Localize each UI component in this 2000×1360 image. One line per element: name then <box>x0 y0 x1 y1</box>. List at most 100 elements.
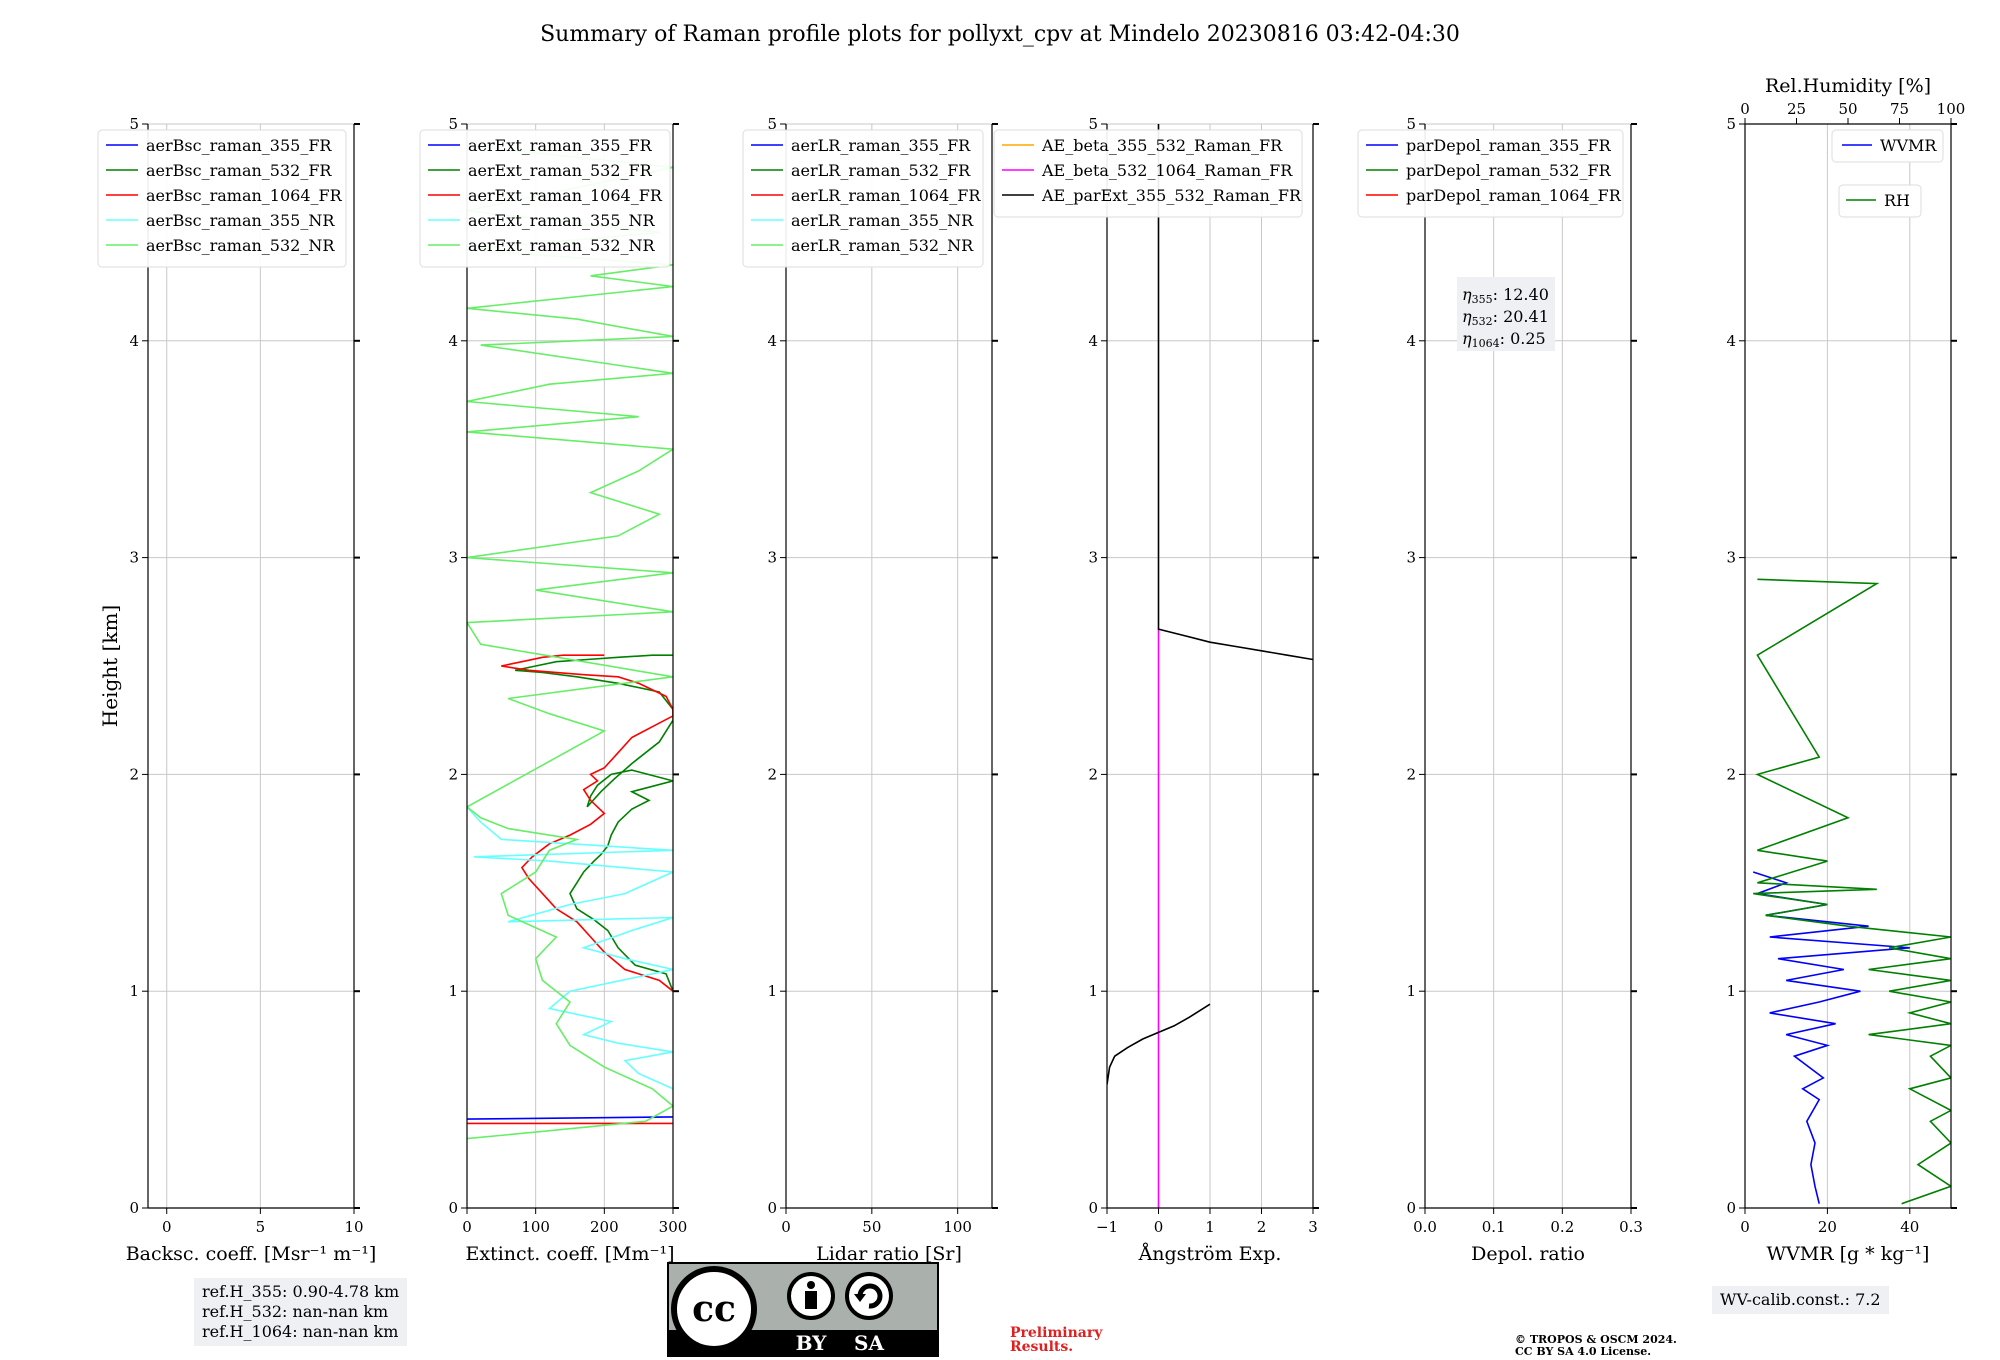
series-RH <box>1753 578 1951 1205</box>
y-tick-label: 0 <box>129 1199 139 1217</box>
y-tick-label: 5 <box>1088 115 1098 133</box>
x-axis-label: Extinct. coeff. [Mm⁻¹] <box>465 1243 674 1265</box>
x-tick-label: 300 <box>659 1218 688 1236</box>
series-aerExt_raman_355_NR <box>467 806 673 1090</box>
x-axis-label: Lidar ratio [Sr] <box>816 1243 962 1265</box>
y-tick-label: 0 <box>1088 1199 1098 1217</box>
legend-label: parDepol_raman_355_FR <box>1406 136 1612 155</box>
y-tick-label: 0 <box>1726 1199 1736 1217</box>
y-tick-label: 5 <box>767 115 777 133</box>
x-tick-label: 5 <box>256 1218 266 1236</box>
series-WVMR <box>1752 871 1910 1204</box>
legend-label: aerBsc_raman_355_FR <box>146 136 332 155</box>
y-tick-label: 2 <box>129 765 139 783</box>
legend: AE_beta_355_532_Raman_FR AE_beta_532_1064… <box>993 129 1303 218</box>
wv-calib-box: WV-calib.const.: 7.2 <box>1712 1286 1889 1314</box>
legend-frame <box>419 129 671 268</box>
top-axis-label: Rel.Humidity [%] <box>1765 75 1931 97</box>
legend-label: WVMR <box>1880 136 1937 155</box>
y-tick-label: 1 <box>1726 982 1736 1000</box>
x-tick-label: 0 <box>781 1218 791 1236</box>
top-x-tick-label: 0 <box>1740 100 1750 118</box>
y-tick-label: 4 <box>1726 332 1736 350</box>
preliminary-line-2: Results. <box>1010 1339 1074 1355</box>
legend-label: AE_beta_532_1064_Raman_FR <box>1041 161 1293 180</box>
legend-label: parDepol_raman_532_FR <box>1406 161 1612 180</box>
y-tick-label: 4 <box>448 332 458 350</box>
by-label: BY <box>796 1331 828 1355</box>
y-tick-label: 4 <box>767 332 777 350</box>
legend: aerExt_raman_355_FR aerExt_raman_532_FRae… <box>419 129 671 268</box>
y-tick-label: 4 <box>129 332 139 350</box>
x-tick-label: 0 <box>462 1218 472 1236</box>
y-tick-label: 0 <box>1406 1199 1416 1217</box>
panel-depol: 0 1 2 3 4 5 0.0 0.1 0.2 0.3 Depol. ratio parDepol_r… <box>1357 115 1643 1265</box>
y-tick-label: 2 <box>1726 765 1736 783</box>
top-x-tick-label: 75 <box>1890 100 1909 118</box>
legend-label: aerLR_raman_532_FR <box>791 161 971 180</box>
y-tick-label: 0 <box>767 1199 777 1217</box>
legend-frame <box>993 129 1303 218</box>
y-tick-label: 1 <box>1406 982 1416 1000</box>
preliminary-note: Preliminary Results. <box>1010 1326 1102 1354</box>
y-tick-label: 3 <box>767 549 777 567</box>
top-x-tick-label: 50 <box>1838 100 1857 118</box>
eta-box <box>1457 277 1555 351</box>
copyright-line-1: © TROPOS & OSCM 2024. <box>1515 1333 1677 1346</box>
reference-height-box: ref.H_355: 0.90-4.78 km ref.H_532: nan-n… <box>194 1278 408 1346</box>
legend-frame <box>97 129 347 268</box>
eta-line: η1064: 0.25 <box>1462 329 1546 350</box>
legend-frame <box>742 129 984 268</box>
x-tick-label: 200 <box>590 1218 619 1236</box>
y-axis-label: Height [km] <box>98 605 122 727</box>
y-tick-label: 2 <box>767 765 777 783</box>
series-group <box>1107 124 1313 1208</box>
legend-frame <box>1831 129 1944 163</box>
refh-355: ref.H_355: 0.90-4.78 km <box>202 1282 400 1301</box>
y-tick-label: 2 <box>448 765 458 783</box>
eta-line: η355: 12.40 <box>1462 285 1549 306</box>
series-aerExt_raman_532_NR <box>467 144 673 1140</box>
y-tick-label: 2 <box>1088 765 1098 783</box>
legend-label: aerLR_raman_355_FR <box>791 136 971 155</box>
panel-ext: 0 1 2 3 4 5 0 100 200 300 Extinct. coeff. [Mm⁻¹] ae… <box>419 115 688 1265</box>
legend: aerLR_raman_355_FR aerLR_raman_532_FR aerL… <box>742 129 984 268</box>
y-tick-label: 3 <box>1726 549 1736 567</box>
legend-label: AE_beta_355_532_Raman_FR <box>1041 136 1283 155</box>
x-tick-label: 100 <box>943 1218 972 1236</box>
sa-share-icon <box>845 1272 893 1320</box>
y-tick-label: 1 <box>129 982 139 1000</box>
x-tick-label: 0.3 <box>1619 1218 1643 1236</box>
x-tick-label: 0 <box>1740 1218 1750 1236</box>
legend-label: aerExt_raman_532_FR <box>468 161 653 180</box>
y-tick-label: 3 <box>1088 549 1098 567</box>
x-tick-label: 3 <box>1308 1218 1318 1236</box>
legend: WVMR <box>1831 129 1944 163</box>
legend-label: aerExt_raman_355_FR <box>468 136 653 155</box>
y-tick-label: 5 <box>1726 115 1736 133</box>
x-axis-label: WVMR [g * kg⁻¹] <box>1767 1243 1930 1265</box>
figure-title: Summary of Raman profile plots for polly… <box>540 22 1460 47</box>
x-tick-label: −1 <box>1096 1218 1118 1236</box>
panel-bsc: 0 1 2 3 4 5 0 5 10 Backsc. coeff. [Msr⁻¹ m⁻¹] aerB… <box>97 115 376 1265</box>
y-tick-label: 1 <box>448 982 458 1000</box>
y-tick-label: 0 <box>448 1199 458 1217</box>
y-tick-label: 5 <box>448 115 458 133</box>
legend-rh: RH <box>1838 184 1922 218</box>
legend-label: aerExt_raman_355_NR <box>468 211 656 230</box>
series-aerExt_raman_355_FR <box>467 1116 673 1120</box>
legend-label: aerLR_raman_1064_FR <box>791 186 981 205</box>
y-tick-label: 4 <box>1088 332 1098 350</box>
y-tick-label: 3 <box>448 549 458 567</box>
y-tick-label: 1 <box>1088 982 1098 1000</box>
x-tick-label: 40 <box>1900 1218 1919 1236</box>
x-axis-label: Depol. ratio <box>1471 1243 1585 1265</box>
y-tick-label: 5 <box>129 115 139 133</box>
series-AE_parExt_355_532_Raman_FR_upper <box>1157 124 1313 661</box>
legend-label: AE_parExt_355_532_Raman_FR <box>1041 186 1302 205</box>
y-tick-label: 4 <box>1406 332 1416 350</box>
legend-label: parDepol_raman_1064_FR <box>1406 186 1622 205</box>
